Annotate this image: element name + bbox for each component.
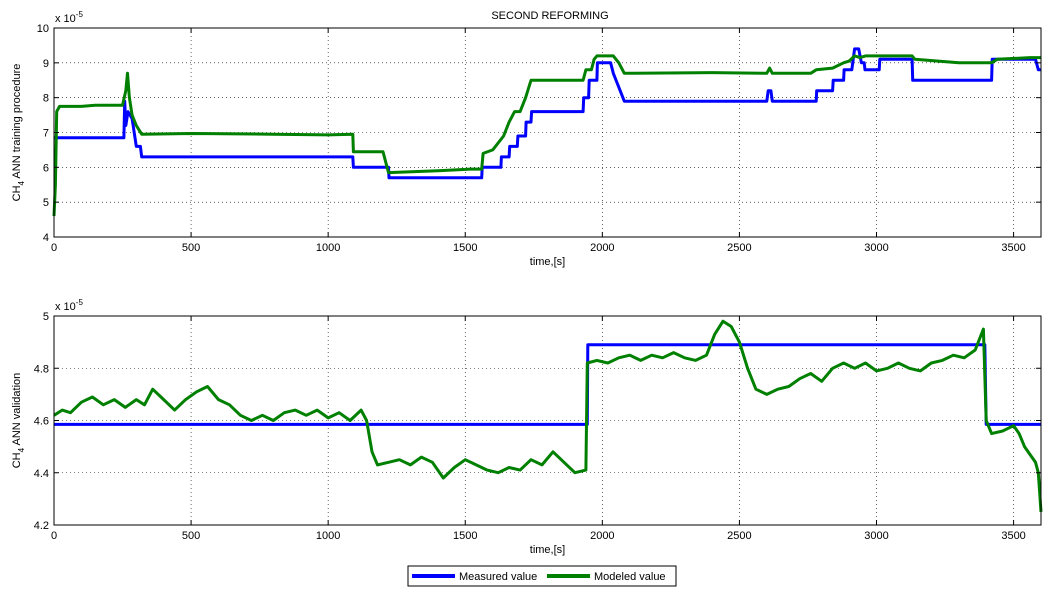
series-line-modeled-training <box>52 54 1041 217</box>
x-tick-label-validation: 3000 <box>864 530 888 542</box>
y-tick-label-validation: 4.2 <box>34 520 49 532</box>
x-tick-label-training: 500 <box>182 242 200 254</box>
y-label-subscript-training: 4 <box>17 180 26 185</box>
exponent-label-validation: x 10-5 <box>55 298 83 313</box>
y-tick-label-training: 8 <box>43 93 49 105</box>
y-axis-label-training: CH4 ANN training procedure <box>11 64 26 202</box>
exponent-power-training: -5 <box>76 10 84 19</box>
plot-training: 0 500 1000 1500 2000 2500 3000 3500 4 5 6 7 8 9 10 x 10… <box>11 10 1042 268</box>
x-axis-label-validation: time,[s] <box>530 544 565 556</box>
y-label-suffix-validation: ANN validation <box>11 373 23 448</box>
x-tick-label-validation: 2500 <box>727 530 751 542</box>
y-tick-label-validation: 4.8 <box>34 363 49 375</box>
y-tick-label-training: 6 <box>43 162 49 174</box>
x-tick-label-training: 2500 <box>727 242 751 254</box>
y-tick-label-validation: 4.6 <box>34 416 49 428</box>
x-tick-label-validation: 1000 <box>316 530 340 542</box>
y-label-prefix-training: CH <box>11 185 23 201</box>
y-tick-label-training: 9 <box>43 58 49 70</box>
series-line-modeled-validation <box>53 319 1043 513</box>
y-tick-label-validation: 4.4 <box>34 468 49 480</box>
x-tick-label-validation: 500 <box>182 530 200 542</box>
y-tick-label-training: 4 <box>43 232 49 244</box>
y-label-prefix-validation: CH <box>11 452 23 468</box>
series-line-measured-training <box>54 47 1041 180</box>
y-label-suffix-training: ANN training procedure <box>11 64 23 181</box>
chart-title: SECOND REFORMING <box>491 10 608 22</box>
plot-validation: 0 500 1000 1500 2000 2500 3000 3500 4.2 4.4 4.6 4.8… <box>11 298 1043 556</box>
y-tick-label-training: 7 <box>43 128 49 140</box>
legend-box <box>407 565 677 587</box>
x-tick-label-validation: 1500 <box>453 530 477 542</box>
series-line-measured-validation <box>54 343 1041 426</box>
x-tick-label-training: 3500 <box>1001 242 1025 254</box>
x-tick-label-training: 3000 <box>864 242 888 254</box>
exponent-power-validation: -5 <box>76 298 84 307</box>
y-tick-label-training: 10 <box>37 23 49 35</box>
x-tick-label-training: 0 <box>51 242 57 254</box>
x-tick-label-training: 1500 <box>453 242 477 254</box>
exponent-label-training: x 10-5 <box>55 10 83 25</box>
x-axis-label-training: time,[s] <box>530 256 565 268</box>
x-tick-label-training: 2000 <box>590 242 614 254</box>
y-tick-label-training: 5 <box>43 197 49 209</box>
legend-label-modeled: Modeled value <box>594 571 666 583</box>
x-tick-label-validation: 3500 <box>1001 530 1025 542</box>
y-tick-label-validation: 5 <box>43 311 49 323</box>
x-tick-label-validation: 0 <box>51 530 57 542</box>
x-tick-label-training: 1000 <box>316 242 340 254</box>
x-tick-label-validation: 2000 <box>590 530 614 542</box>
legend-label-measured: Measured value <box>459 571 537 583</box>
y-axis-label-validation: CH4 ANN validation <box>11 373 26 469</box>
y-label-subscript-validation: 4 <box>17 447 26 452</box>
legend: Measured value Modeled value <box>407 565 677 587</box>
